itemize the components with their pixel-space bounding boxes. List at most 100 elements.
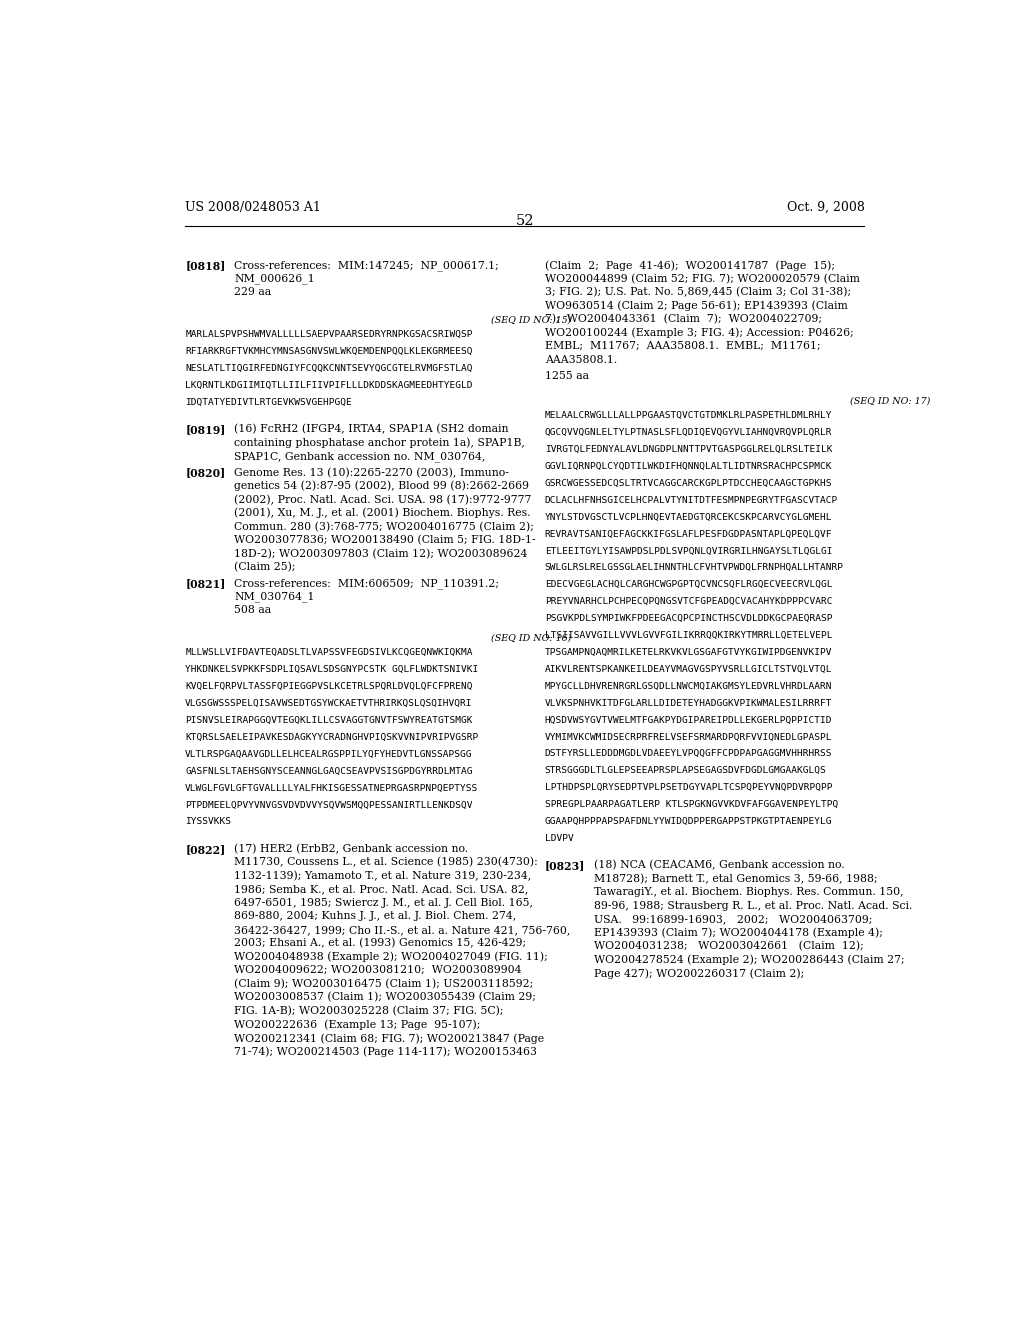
Text: FIG. 1A-B); WO2003025228 (Claim 37; FIG. 5C);: FIG. 1A-B); WO2003025228 (Claim 37; FIG.… [234,1006,504,1016]
Text: STRSGGGDLTLGLEPSEEAPRSPLAPSEGAGSDVFDGDLGMGAAKGLQS: STRSGGGDLTLGLEPSEEAPRSPLAPSEGAGSDVFDGDLG… [545,767,826,775]
Text: NM_030764_1: NM_030764_1 [234,591,314,602]
Text: DSTFYRSLLEDDDMGDLVDAEEYLVPQQGFFCPDPAPGAGGMVHHRHRSS: DSTFYRSLLEDDDMGDLVDAEEYLVPQQGFFCPDPAPGAG… [545,750,833,759]
Text: KTQRSLSAELEIPAVKESDAGKYYCRADNGHVPIQSKVVNIPVRIPVGSRP: KTQRSLSAELEIPAVKESDAGKYYCRADNGHVPIQSKVVN… [185,733,478,742]
Text: EP1439393 (Claim 7); WO2004044178 (Example 4);: EP1439393 (Claim 7); WO2004044178 (Examp… [594,928,883,939]
Text: NM_000626_1: NM_000626_1 [234,273,315,284]
Text: WO2004048938 (Example 2); WO2004027049 (FIG. 11);: WO2004048938 (Example 2); WO2004027049 (… [234,952,548,962]
Text: SWLGLRSLRELGSSGLAELIHNNTHLCFVHTVPWDQLFRNPHQALLHTANRP: SWLGLRSLRELGSSGLAELIHNNTHLCFVHTVPWDQLFRN… [545,564,844,573]
Text: 229 aa: 229 aa [234,286,271,297]
Text: AIKVLRENTSPKANKEILDEAYVMAGVGSPYVSRLLGICLTSTVQLVTQL: AIKVLRENTSPKANKEILDEAYVMAGVGSPYVSRLLGICL… [545,665,833,673]
Text: containing phosphatase anchor protein 1a), SPAP1B,: containing phosphatase anchor protein 1a… [234,438,525,449]
Text: US 2008/0248053 A1: US 2008/0248053 A1 [185,201,321,214]
Text: MARLALSPVPSHWMVALLLLLSAEPVPAARSEDRYRNPKGSACSRIWQSP: MARLALSPVPSHWMVALLLLLSAEPVPAARSEDRYRNPKG… [185,330,473,339]
Text: ETLEEITGYLYISAWPDSLPDLSVPQNLQVIRGRILHNGAYSLTLQGLGI: ETLEEITGYLYISAWPDSLPDLSVPQNLQVIRGRILHNGA… [545,546,833,556]
Text: 52: 52 [515,214,535,228]
Text: 508 aa: 508 aa [234,606,271,615]
Text: M11730, Coussens L., et al. Science (1985) 230(4730):: M11730, Coussens L., et al. Science (198… [234,857,538,867]
Text: 3; FIG. 2); U.S. Pat. No. 5,869,445 (Claim 3; Col 31-38);: 3; FIG. 2); U.S. Pat. No. 5,869,445 (Cla… [545,286,851,297]
Text: PREYVNARHCLPCHPECQPQNGSVTCFGPEADQCVACAHYKDPPPCVARC: PREYVNARHCLPCHPECQPQNGSVTCFGPEADQCVACAHY… [545,597,833,606]
Text: 7);  WO2004043361  (Claim  7);  WO2004022709;: 7); WO2004043361 (Claim 7); WO2004022709… [545,314,821,325]
Text: VLVKSPNHVKITDFGLARLLDIDETEYHADGGKVPIKWMALESILRRRFT: VLVKSPNHVKITDFGLARLLDIDETEYHADGGKVPIKWMA… [545,698,833,708]
Text: Cross-references:  MIM:606509;  NP_110391.2;: Cross-references: MIM:606509; NP_110391.… [234,578,500,589]
Text: VLWGLFGVLGFTGVALLLLYALFHKISGESSATNEPRGASRPNPQEPTYSS: VLWGLFGVLGFTGVALLLLYALFHKISGESSATNEPRGAS… [185,784,478,792]
Text: (Claim 9); WO2003016475 (Claim 1); US2003118592;: (Claim 9); WO2003016475 (Claim 1); US200… [234,979,534,989]
Text: TawaragiY., et al. Biochem. Biophys. Res. Commun. 150,: TawaragiY., et al. Biochem. Biophys. Res… [594,887,903,898]
Text: IDQTATYEDIVTLRTGEVKWSVGEHPGQE: IDQTATYEDIVTLRTGEVKWSVGEHPGQE [185,397,352,407]
Text: 18D-2); WO2003097803 (Claim 12); WO2003089624: 18D-2); WO2003097803 (Claim 12); WO20030… [234,549,527,558]
Text: Page 427); WO2002260317 (Claim 2);: Page 427); WO2002260317 (Claim 2); [594,969,804,979]
Text: PSGVKPDLSYMPIWKFPDEEGACQPCPINCTHSCVDLDDKGCPAEQRASP: PSGVKPDLSYMPIWKFPDEEGACQPCPINCTHSCVDLDDK… [545,614,833,623]
Text: SPREGPLPAARPAGATLERP KTLSPGKNGVVKDVFAFGGAVENPEYLTPQ: SPREGPLPAARPAGATLERP KTLSPGKNGVVKDVFAFGG… [545,800,838,809]
Text: GGAAPQHPPPAPSPAFDNLYYWIDQDPPERGAPPSTPKGTPTAENPEYLG: GGAAPQHPPPAPSPAFDNLYYWIDQDPPERGAPPSTPKGT… [545,817,833,826]
Text: 71-74); WO200214503 (Page 114-117); WO200153463: 71-74); WO200214503 (Page 114-117); WO20… [234,1047,538,1057]
Text: [0820]: [0820] [185,467,225,478]
Text: TPSGAMPNQAQMRILKETELRKVKVLGSGAFGTVYKGIWIPDGENVKIPV: TPSGAMPNQAQMRILKETELRKVKVLGSGAFGTVYKGIWI… [545,648,833,657]
Text: MELAALCRWGLLLALLPPGAASTQVCTGTDMKLRLPASPETHLDMLRHLY: MELAALCRWGLLLALLPPGAASTQVCTGTDMKLRLPASPE… [545,412,833,420]
Text: EDECVGEGLACHQLCARGHCWGPGPTQCVNCSQFLRGQECVEECRVLQGL: EDECVGEGLACHQLCARGHCWGPGPTQCVNCSQFLRGQEC… [545,581,833,589]
Text: M18728); Barnett T., etal Genomics 3, 59-66, 1988;: M18728); Barnett T., etal Genomics 3, 59… [594,874,878,884]
Text: GASFNLSLTAEHSGNYSCEANNGLGAQCSEAVPVSISGPDGYRRDLMTAG: GASFNLSLTAEHSGNYSCEANNGLGAQCSEAVPVSISGPD… [185,767,473,776]
Text: 89-96, 1988; Strausberg R. L., et al. Proc. Natl. Acad. Sci.: 89-96, 1988; Strausberg R. L., et al. Pr… [594,900,912,911]
Text: EMBL;  M11767;  AAA35808.1.  EMBL;  M11761;: EMBL; M11767; AAA35808.1. EMBL; M11761; [545,341,820,351]
Text: 1986; Semba K., et al. Proc. Natl. Acad. Sci. USA. 82,: 1986; Semba K., et al. Proc. Natl. Acad.… [234,884,528,895]
Text: [0823]: [0823] [545,861,585,871]
Text: WO200212341 (Claim 68; FIG. 7); WO200213847 (Page: WO200212341 (Claim 68; FIG. 7); WO200213… [234,1034,545,1044]
Text: (2001), Xu, M. J., et al. (2001) Biochem. Biophys. Res.: (2001), Xu, M. J., et al. (2001) Biochem… [234,508,530,519]
Text: WO200100244 (Example 3; FIG. 4); Accession: P04626;: WO200100244 (Example 3; FIG. 4); Accessi… [545,327,853,338]
Text: (SEQ ID NO: 16): (SEQ ID NO: 16) [490,634,571,643]
Text: (18) NCA (CEACAM6, Genbank accession no.: (18) NCA (CEACAM6, Genbank accession no. [594,861,845,871]
Text: (Claim  2;  Page  41-46);  WO200141787  (Page  15);: (Claim 2; Page 41-46); WO200141787 (Page… [545,260,835,271]
Text: HQSDVWSYGVTVWELMTFGAKPYDGIPAREIPDLLEKGERLPQPPICTID: HQSDVWSYGVTVWELMTFGAKPYDGIPAREIPDLLEKGER… [545,715,833,725]
Text: WO200044899 (Claim 52; FIG. 7); WO200020579 (Claim: WO200044899 (Claim 52; FIG. 7); WO200020… [545,273,859,284]
Text: YHKDNKELSVPKKFSDPLIQSAVLSDSGNYPCSTK GQLFLWDKTSNIVKI: YHKDNKELSVPKKFSDPLIQSAVLSDSGNYPCSTK GQLF… [185,665,478,675]
Text: AAA35808.1.: AAA35808.1. [545,355,616,364]
Text: WO2004278524 (Example 2); WO200286443 (Claim 27;: WO2004278524 (Example 2); WO200286443 (C… [594,954,904,965]
Text: IYSSVKKS: IYSSVKKS [185,817,231,826]
Text: LPTHDPSPLQRYSEDPTVPLPSETDGYVAPLTCSPQPEYVNQPDVRPQPP: LPTHDPSPLQRYSEDPTVPLPSETDGYVAPLTCSPQPEYV… [545,783,833,792]
Text: genetics 54 (2):87-95 (2002), Blood 99 (8):2662-2669: genetics 54 (2):87-95 (2002), Blood 99 (… [234,480,529,491]
Text: SPAP1C, Genbank accession no. NM_030764,: SPAP1C, Genbank accession no. NM_030764, [234,451,485,462]
Text: KVQELFQRPVLTASSFQPIEGGPVSLKCETRLSPQRLDVQLQFCFPRENQ: KVQELFQRPVLTASSFQPIEGGPVSLKCETRLSPQRLDVQ… [185,682,473,692]
Text: WO2003077836; WO200138490 (Claim 5; FIG. 18D-1-: WO2003077836; WO200138490 (Claim 5; FIG.… [234,535,536,545]
Text: Genome Res. 13 (10):2265-2270 (2003), Immuno-: Genome Res. 13 (10):2265-2270 (2003), Im… [234,467,509,478]
Text: Commun. 280 (3):768-775; WO2004016775 (Claim 2);: Commun. 280 (3):768-775; WO2004016775 (C… [234,521,535,532]
Text: LDVPV: LDVPV [545,834,573,843]
Text: 1132-1139); Yamamoto T., et al. Nature 319, 230-234,: 1132-1139); Yamamoto T., et al. Nature 3… [234,871,531,882]
Text: [0821]: [0821] [185,578,225,589]
Text: [0819]: [0819] [185,424,225,436]
Text: (SEQ ID NO: 17): (SEQ ID NO: 17) [850,396,931,405]
Text: WO2003008537 (Claim 1); WO2003055439 (Claim 29;: WO2003008537 (Claim 1); WO2003055439 (Cl… [234,993,537,1003]
Text: 2003; Ehsani A., et al. (1993) Genomics 15, 426-429;: 2003; Ehsani A., et al. (1993) Genomics … [234,939,526,949]
Text: GGVLIQRNPQLCYQDTILWKDIFHQNNQLALTLIDTNRSRACHPCSPMCK: GGVLIQRNPQLCYQDTILWKDIFHQNNQLALTLIDTNRSR… [545,462,833,471]
Text: WO2004031238;   WO2003042661   (Claim  12);: WO2004031238; WO2003042661 (Claim 12); [594,941,863,952]
Text: VLGSGWSSSPELQISAVWSEDTGSYWCKAETVTHRIRKQSLQSQIHVQRI: VLGSGWSSSPELQISAVWSEDTGSYWCKAETVTHRIRKQS… [185,700,473,708]
Text: Oct. 9, 2008: Oct. 9, 2008 [786,201,864,214]
Text: VYMIMVKCWMIDSECRPRFRELVSEFSRMARDPQRFVVIQNEDLGPASPL: VYMIMVKCWMIDSECRPRFRELVSEFSRMARDPQRFVVIQ… [545,733,833,742]
Text: (16) FcRH2 (IFGP4, IRTA4, SPAP1A (SH2 domain: (16) FcRH2 (IFGP4, IRTA4, SPAP1A (SH2 do… [234,424,509,434]
Text: (SEQ ID NO: 15): (SEQ ID NO: 15) [490,315,571,325]
Text: MPYGCLLDHVRENRGRLGSQDLLNWCMQIAKGMSYLEDVRLVHRDLAARN: MPYGCLLDHVRENRGRLGSQDLLNWCMQIAKGMSYLEDVR… [545,681,833,690]
Text: 1255 aa: 1255 aa [545,371,589,381]
Text: (2002), Proc. Natl. Acad. Sci. USA. 98 (17):9772-9777: (2002), Proc. Natl. Acad. Sci. USA. 98 (… [234,495,531,504]
Text: YNYLSTDVGSCTLVCPLHNQEVTAEDGTQRCEKCSKPCARVCYGLGMEHL: YNYLSTDVGSCTLVCPLHNQEVTAEDGTQRCEKCSKPCAR… [545,512,833,521]
Text: NESLATLTIQGIRFEDNGIYFCQQKCNNTSEVYQGCGTELRVMGFSTLAQ: NESLATLTIQGIRFEDNGIYFCQQKCNNTSEVYQGCGTEL… [185,364,473,374]
Text: 36422-36427, 1999; Cho II.-S., et al. a. Nature 421, 756-760,: 36422-36427, 1999; Cho II.-S., et al. a.… [234,925,570,935]
Text: 6497-6501, 1985; Swiercz J. M., et al. J. Cell Biol. 165,: 6497-6501, 1985; Swiercz J. M., et al. J… [234,898,534,908]
Text: PISNVSLEIRAPGGQVTEGQKLILLCSVAGGTGNVTFSWYREATGTSMGK: PISNVSLEIRAPGGQVTEGQKLILLCSVAGGTGNVTFSWY… [185,715,473,725]
Text: LKQRNTLKDGIIMIQTLLIILFIIVPIFLLLDKDDSKAGMEEDHTYEGLD: LKQRNTLKDGIIMIQTLLIILFIIVPIFLLLDKDDSKAGM… [185,381,473,389]
Text: QGCQVVQGNLELTYLPTNASLSFLQDIQEVQGYVLIAHNQVRQVPLQRLR: QGCQVVQGNLELTYLPTNASLSFLQDIQEVQGYVLIAHNQ… [545,428,833,437]
Text: LTSIISAVVGILLVVVLGVVFGILIKRRQQKIRKYTMRRLLQETELVEPL: LTSIISAVVGILLVVVLGVVFGILIKRRQQKIRKYTMRRL… [545,631,833,640]
Text: (Claim 25);: (Claim 25); [234,562,296,573]
Text: PTPDMEELQPVYVNVGSVDVDVVYSQVWSMQQPESSANIRTLLENKDSQV: PTPDMEELQPVYVNVGSVDVDVVYSQVWSMQQPESSANIR… [185,800,473,809]
Text: [0822]: [0822] [185,843,225,855]
Text: MLLWSLLVIFDAVTEQADSLTLVAPSSVFEGDSIVLKCQGEQNWKIQKMA: MLLWSLLVIFDAVTEQADSLTLVAPSSVFEGDSIVLKCQG… [185,648,473,657]
Text: DCLACLHFNHSGICELHCPALVTYNITDTFESMPNPEGRYTFGASCVTACP: DCLACLHFNHSGICELHCPALVTYNITDTFESMPNPEGRY… [545,496,838,504]
Text: IVRGTQLFEDNYALAVLDNGDPLNNTTPVTGASPGGLRELQLRSLTEILK: IVRGTQLFEDNYALAVLDNGDPLNNTTPVTGASPGGLREL… [545,445,833,454]
Text: USA.   99:16899-16903,   2002;   WO2004063709;: USA. 99:16899-16903, 2002; WO2004063709; [594,915,872,924]
Text: WO200222636  (Example 13; Page  95-107);: WO200222636 (Example 13; Page 95-107); [234,1019,480,1030]
Text: Cross-references:  MIM:147245;  NP_000617.1;: Cross-references: MIM:147245; NP_000617.… [234,260,499,271]
Text: VLTLRSPGAQAAVGDLLELHCEALRGSPPILYQFYHEDVTLGNSSAPSGG: VLTLRSPGAQAAVGDLLELHCEALRGSPPILYQFYHEDVT… [185,750,473,759]
Text: 869-880, 2004; Kuhns J. J., et al. J. Biol. Chem. 274,: 869-880, 2004; Kuhns J. J., et al. J. Bi… [234,911,516,921]
Text: GSRCWGESSEDCQSLTRTVCAGGCARCKGPLPTDCCHEQCAAGCTGPKHS: GSRCWGESSEDCQSLTRTVCAGGCARCKGPLPTDCCHEQC… [545,479,833,488]
Text: WO2004009622; WO2003081210;  WO2003089904: WO2004009622; WO2003081210; WO2003089904 [234,965,522,975]
